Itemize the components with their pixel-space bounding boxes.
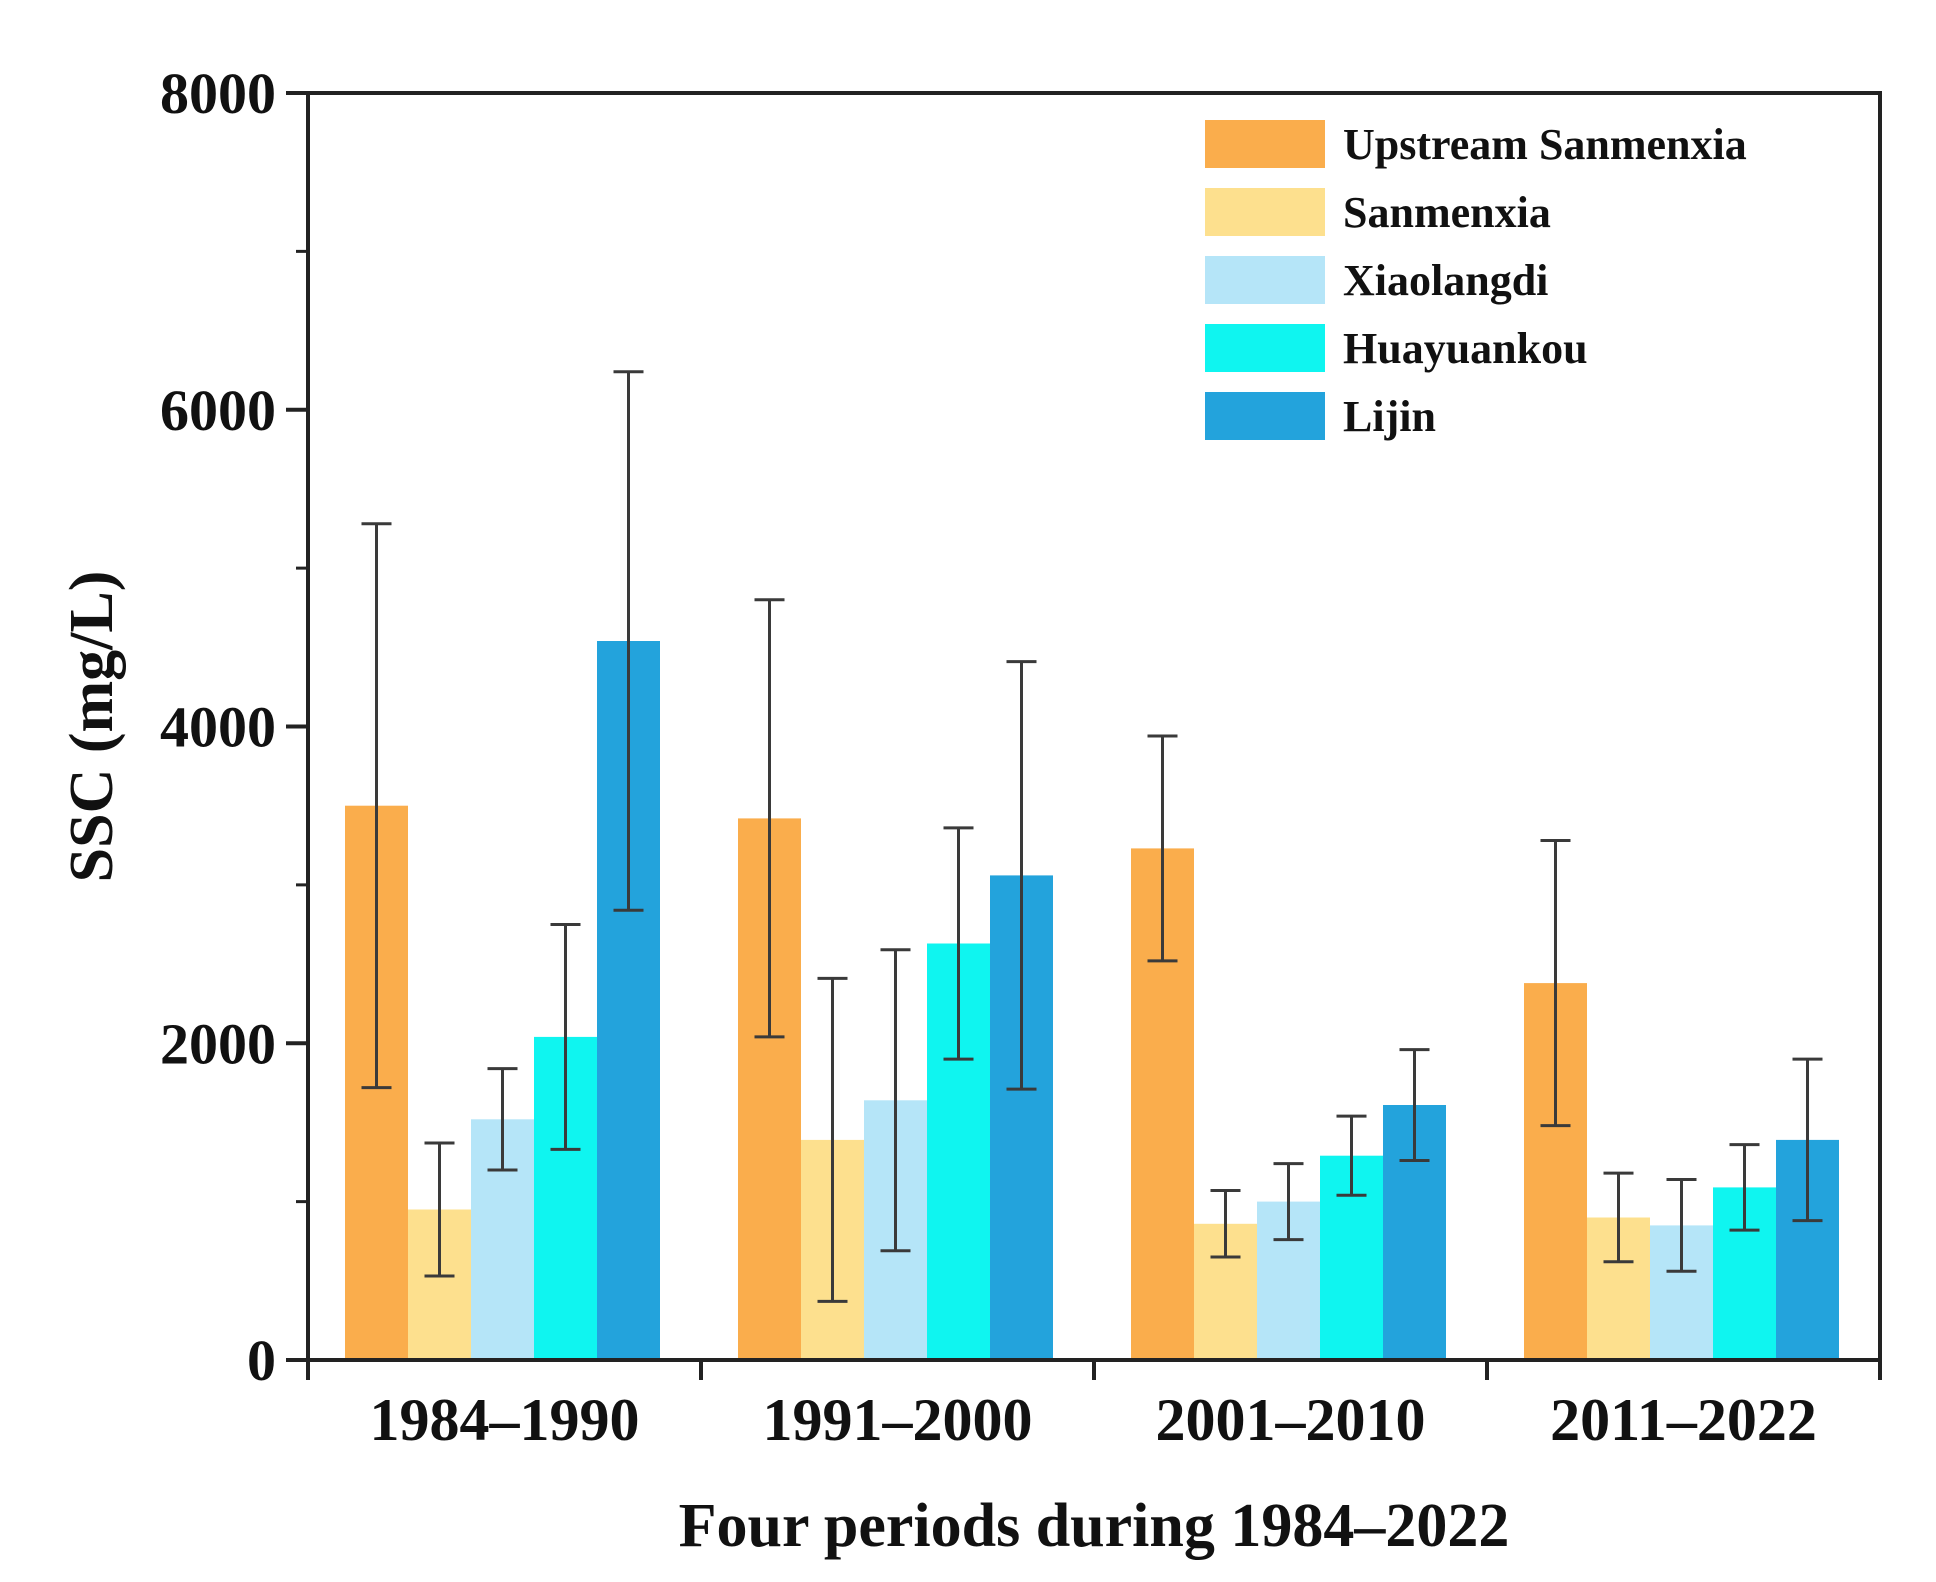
errorbar-xiaolangdi-2 [880,948,911,1253]
errorbar-upstream-sanmenxia-2 [754,598,785,1039]
axes-layer: 0 2000 4000 6000 8000 1984–1990 1991–2000 2001–… [160,61,1882,1453]
bars-layer [345,641,1839,1360]
errorbar-lijin-4 [1792,1057,1823,1223]
x-axis-title: Four periods during 1984–2022 [679,1492,1510,1560]
errorbar-lijin-3 [1399,1048,1430,1162]
y-tick-label-4000: 4000 [160,695,276,760]
errorbar-huayuankou-4 [1729,1143,1760,1232]
x-category-label-3: 2001–2010 [1156,1387,1426,1453]
legend-swatch-huayuankou [1205,324,1325,372]
y-axis-title: SSC (mg/L) [58,571,126,883]
errorbar-huayuankou-1 [550,922,581,1151]
errorbar-huayuankou-2 [943,826,974,1061]
y-tick-label-8000: 8000 [160,61,276,126]
errorbar-xiaolangdi-4 [1666,1177,1697,1273]
errorbar-sanmenxia-3 [1210,1189,1241,1259]
legend-swatch-upstream-sanmenxia [1205,120,1325,168]
errorbars-layer [361,370,1823,1303]
legend-entry-lijin: Lijin [1205,392,1436,441]
errorbar-sanmenxia-4 [1603,1171,1634,1264]
errorbar-xiaolangdi-3 [1273,1162,1304,1242]
errorbar-upstream-sanmenxia-4 [1540,839,1571,1128]
legend-swatch-lijin [1205,392,1325,440]
errorbar-sanmenxia-1 [424,1141,455,1278]
errorbar-huayuankou-3 [1336,1114,1367,1197]
x-category-label-1: 1984–1990 [370,1387,640,1453]
legend-label-xiaolangdi: Xiaolangdi [1343,256,1548,305]
legend-swatch-xiaolangdi [1205,256,1325,304]
x-category-label-4: 2011–2022 [1550,1387,1817,1453]
legend-entry-upstream-sanmenxia: Upstream Sanmenxia [1205,120,1747,169]
errorbar-upstream-sanmenxia-3 [1147,734,1178,963]
legend-label-huayuankou: Huayuankou [1343,324,1588,373]
errorbar-upstream-sanmenxia-1 [361,522,392,1090]
x-category-label-2: 1991–2000 [763,1387,1033,1453]
y-tick-label-0: 0 [247,1328,276,1393]
legend-entry-huayuankou: Huayuankou [1205,324,1588,373]
legend: Upstream Sanmenxia Sanmenxia Xiaolangdi Hua… [1205,120,1747,441]
legend-swatch-sanmenxia [1205,188,1325,236]
legend-label-upstream-sanmenxia: Upstream Sanmenxia [1343,120,1747,169]
legend-entry-sanmenxia: Sanmenxia [1205,188,1551,237]
y-tick-label-6000: 6000 [160,378,276,443]
errorbar-lijin-2 [1006,660,1037,1091]
y-tick-label-2000: 2000 [160,1011,276,1076]
errorbar-lijin-1 [613,370,644,912]
legend-entry-xiaolangdi: Xiaolangdi [1205,256,1548,305]
legend-label-lijin: Lijin [1343,392,1436,441]
errorbar-xiaolangdi-1 [487,1067,518,1172]
legend-label-sanmenxia: Sanmenxia [1343,188,1551,237]
errorbar-sanmenxia-2 [817,976,848,1303]
